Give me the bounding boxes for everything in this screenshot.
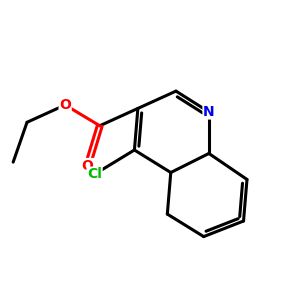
- Text: Cl: Cl: [87, 167, 102, 181]
- Text: N: N: [203, 105, 215, 119]
- Text: O: O: [59, 98, 71, 112]
- Text: O: O: [82, 159, 94, 172]
